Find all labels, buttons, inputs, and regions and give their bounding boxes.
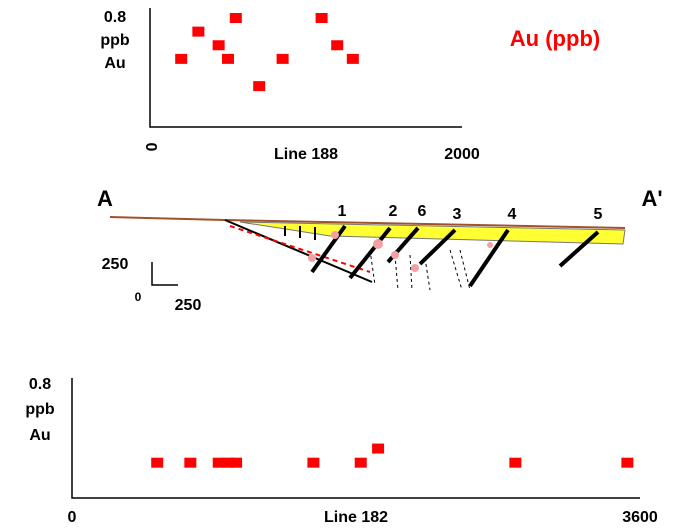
point xyxy=(175,53,188,64)
x-tick-label: 2000 xyxy=(444,146,480,163)
dotted-lines xyxy=(369,249,471,291)
point xyxy=(253,81,266,92)
dotted-line xyxy=(424,257,431,291)
point xyxy=(212,40,225,51)
y-axis-label: ppb xyxy=(25,401,55,418)
point xyxy=(315,13,328,23)
veins xyxy=(310,224,600,288)
point xyxy=(621,457,634,468)
sample xyxy=(373,239,383,249)
section-start: A xyxy=(97,186,113,211)
vein-label: 2 xyxy=(389,203,398,220)
scale-label: 250 xyxy=(102,256,129,273)
axes xyxy=(71,378,640,499)
x-axis-label: Line 182 xyxy=(324,509,388,526)
y-axis-label: Au xyxy=(29,427,50,444)
y-tick-label: 0.8 xyxy=(104,9,126,26)
sample xyxy=(411,264,419,272)
dotted-line xyxy=(394,254,399,291)
point xyxy=(346,53,359,64)
vein xyxy=(310,224,347,274)
sample xyxy=(308,254,316,262)
point xyxy=(184,457,197,468)
point xyxy=(222,53,234,64)
y-tick-label: 0.8 xyxy=(29,376,51,393)
vein xyxy=(418,228,457,266)
dotted-line xyxy=(459,249,471,291)
vein-label: 1 xyxy=(338,203,347,220)
vein-label: 6 xyxy=(418,203,427,220)
x-tick-label: 0 xyxy=(142,143,159,152)
x-tick-label: 3600 xyxy=(622,509,658,526)
sample xyxy=(331,231,339,239)
ore-zone xyxy=(239,221,626,245)
sample xyxy=(391,251,399,259)
vein-label: 3 xyxy=(453,206,462,223)
point xyxy=(192,26,205,37)
section-end: A' xyxy=(641,186,662,211)
scale-label: 0 xyxy=(135,290,142,304)
scale-bar xyxy=(151,262,178,286)
scale-label: 250 xyxy=(175,297,202,314)
vein xyxy=(558,230,600,268)
point xyxy=(372,443,385,454)
y-axis-label: Au xyxy=(104,55,125,72)
x-axis-label: Line 188 xyxy=(274,146,338,163)
point xyxy=(229,13,242,23)
point xyxy=(212,457,225,468)
point xyxy=(331,40,344,51)
point xyxy=(230,457,243,468)
point xyxy=(307,457,320,468)
dotted-line xyxy=(409,254,413,291)
vein-label: 4 xyxy=(508,206,517,223)
point xyxy=(276,53,289,64)
x-tick-label: 0 xyxy=(68,509,77,526)
axes xyxy=(149,8,462,128)
point xyxy=(151,457,164,468)
point xyxy=(354,457,367,468)
cross-section: A A' 1 2 6 3 4 5 250 0 250 xyxy=(97,186,663,314)
vein-label: 5 xyxy=(594,206,603,223)
y-axis-label: ppb xyxy=(100,32,130,49)
point xyxy=(222,457,235,468)
vein xyxy=(468,228,510,288)
dotted-line xyxy=(449,249,463,291)
chart-title: Au (ppb) xyxy=(510,26,600,51)
red-contact xyxy=(229,225,371,273)
point xyxy=(509,457,522,468)
samples xyxy=(308,231,493,272)
sample xyxy=(487,242,493,248)
fault xyxy=(224,219,373,283)
